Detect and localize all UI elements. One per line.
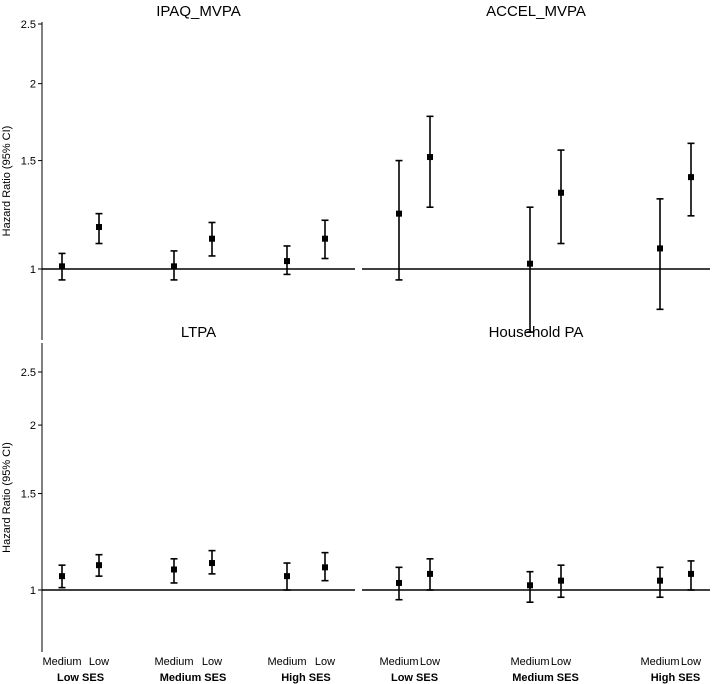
data-point	[395, 159, 403, 281]
point-marker	[558, 189, 564, 196]
x-tick-label: Low	[551, 656, 571, 668]
panel-ltpa: LTPA 1 1.5 2 2.5 Hazard Ratio (95% CI) Medium L…	[1, 324, 355, 684]
group-label: Low SES	[391, 672, 438, 684]
panel-title: LTPA	[181, 324, 216, 341]
y-tick-label: 2.5	[21, 19, 36, 31]
data-point	[395, 566, 403, 601]
x-tick-label: Medium	[640, 656, 679, 668]
x-tick-label: Low	[420, 656, 440, 668]
panel-title: ACCEL_MVPA	[486, 3, 586, 20]
data-point	[557, 564, 565, 599]
x-tick-label: Low	[315, 656, 335, 668]
y-tick-label: 1.5	[21, 489, 36, 501]
point-marker	[396, 210, 402, 217]
data-point	[95, 553, 103, 577]
x-tick-label: Medium	[379, 656, 418, 668]
point-marker	[59, 263, 65, 270]
y-tick-label: 1.5	[21, 156, 36, 168]
point-marker	[396, 579, 402, 586]
y-tick-label: 1	[30, 264, 36, 276]
point-marker	[209, 560, 215, 567]
x-tick-label: Low	[202, 656, 222, 668]
data-point	[656, 198, 664, 311]
panel-title: IPAQ_MVPA	[156, 3, 240, 20]
point-marker	[657, 245, 663, 252]
x-tick-label: Low	[681, 656, 701, 668]
group-label: Medium SES	[512, 672, 579, 684]
point-marker	[284, 258, 290, 265]
data-point	[95, 212, 103, 245]
x-tick-label: Medium	[510, 656, 549, 668]
data-point	[426, 115, 434, 209]
data-point	[687, 560, 695, 591]
y-axis-label: Hazard Ratio (95% CI)	[1, 126, 13, 237]
panel-accel-mvpa: ACCEL_MVPA	[362, 3, 710, 333]
point-marker	[427, 570, 433, 577]
point-marker	[171, 263, 177, 270]
data-point	[208, 549, 216, 575]
point-marker	[527, 260, 533, 267]
data-point	[283, 245, 291, 276]
y-tick-label: 2	[30, 79, 36, 91]
data-point	[426, 558, 434, 591]
point-marker	[657, 577, 663, 584]
data-point	[687, 142, 695, 217]
point-marker	[558, 577, 564, 584]
x-tick-label: Medium	[267, 656, 306, 668]
panel-ipaq-mvpa: IPAQ_MVPA 1 1.5 2 2.5 Hazard Ratio (95% CI)	[1, 3, 355, 340]
data-point	[170, 250, 178, 281]
point-marker	[59, 573, 65, 580]
data-point	[526, 570, 534, 604]
point-marker	[427, 154, 433, 161]
y-tick-label: 2	[30, 420, 36, 432]
group-label: High SES	[651, 672, 701, 684]
data-point	[656, 566, 664, 599]
point-marker	[96, 562, 102, 569]
group-label: Medium SES	[160, 672, 227, 684]
data-point	[208, 221, 216, 257]
data-point	[58, 564, 66, 589]
data-point	[170, 558, 178, 584]
point-marker	[322, 564, 328, 571]
panel-title: Household PA	[489, 324, 584, 341]
point-marker	[96, 224, 102, 231]
point-marker	[688, 174, 694, 181]
y-tick-label: 1	[30, 585, 36, 597]
point-marker	[209, 235, 215, 242]
point-marker	[688, 570, 694, 577]
data-point	[283, 562, 291, 591]
x-tick-label: Low	[89, 656, 109, 668]
x-tick-label: Medium	[154, 656, 193, 668]
y-axis-label: Hazard Ratio (95% CI)	[1, 442, 13, 553]
data-point	[58, 252, 66, 281]
point-marker	[171, 566, 177, 573]
data-point	[526, 206, 534, 333]
group-label: Low SES	[57, 672, 104, 684]
data-point	[321, 219, 329, 260]
x-tick-label: Medium	[42, 656, 81, 668]
data-point	[557, 149, 565, 245]
data-point	[321, 551, 329, 582]
group-label: High SES	[281, 672, 331, 684]
y-tick-label: 2.5	[21, 367, 36, 379]
point-marker	[527, 582, 533, 589]
point-marker	[322, 235, 328, 242]
point-marker	[284, 573, 290, 580]
